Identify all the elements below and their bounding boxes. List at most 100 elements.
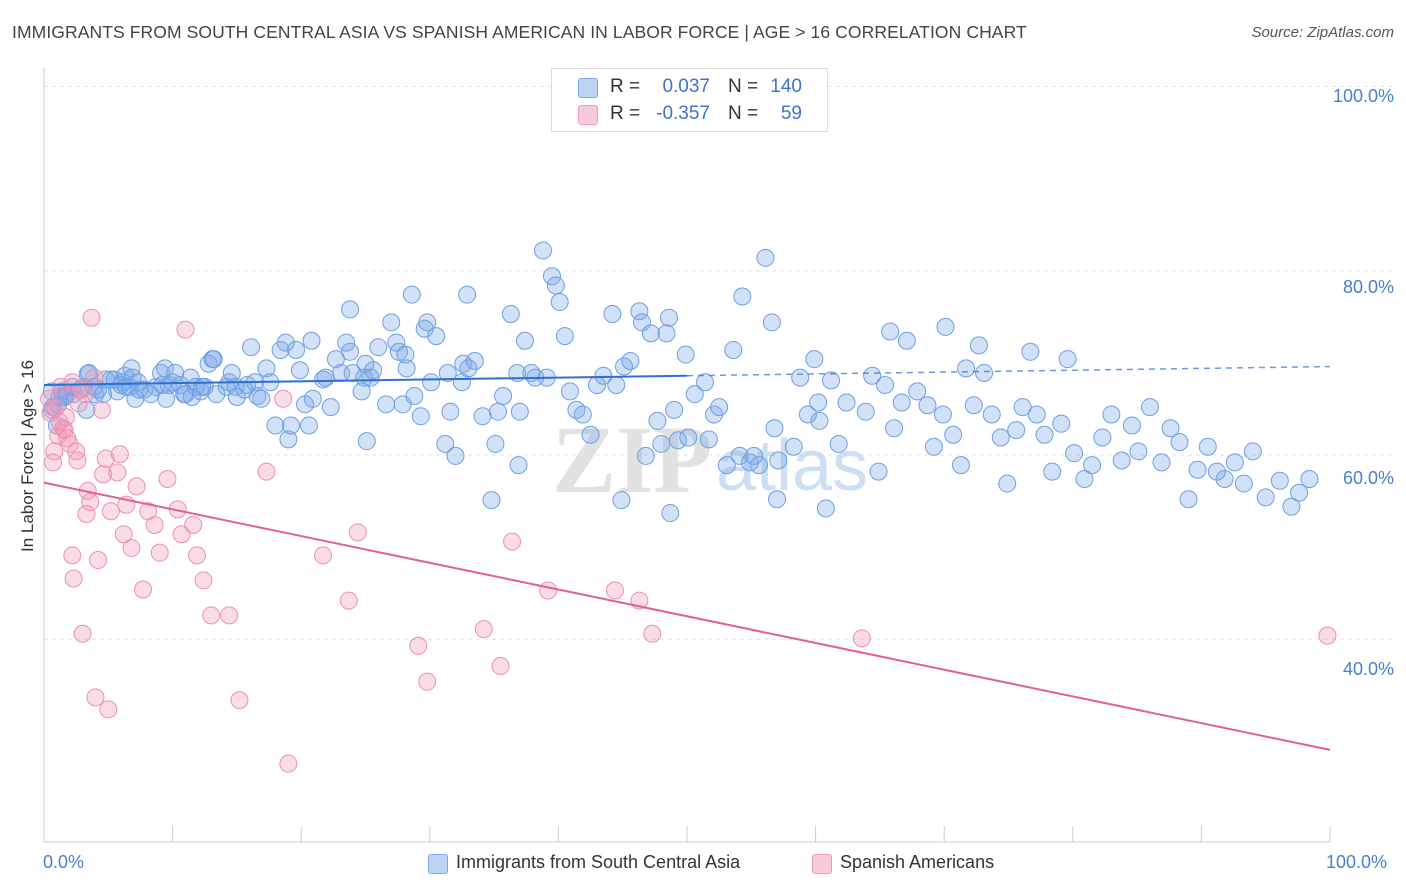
bottom-legend-label: Spanish Americans (840, 852, 995, 872)
data-point (316, 368, 335, 387)
data-point (357, 432, 376, 451)
data-point (405, 387, 424, 406)
data-point (918, 396, 937, 415)
data-point (279, 430, 298, 449)
data-point (897, 331, 916, 350)
data-point (665, 400, 684, 419)
data-point (422, 373, 441, 392)
data-point (465, 352, 484, 371)
data-point (230, 691, 249, 710)
data-point (287, 340, 306, 359)
data-point (750, 456, 769, 475)
data-point (290, 361, 309, 380)
y-tick-label: 100.0% (1332, 86, 1394, 106)
data-point (744, 446, 763, 465)
chart-source: Source: ZipAtlas.com (1251, 24, 1394, 41)
data-point (82, 308, 101, 327)
data-point (458, 285, 477, 304)
data-point (822, 371, 841, 390)
data-point (1007, 421, 1026, 440)
data-point (936, 317, 955, 336)
data-point (207, 385, 226, 404)
data-point (257, 359, 276, 378)
data-point (314, 370, 333, 389)
data-point (202, 606, 221, 625)
data-point (1043, 462, 1062, 481)
data-point (550, 293, 569, 312)
bottom-legend: Immigrants from South Central Asia Spani… (0, 852, 1406, 878)
data-point (409, 636, 428, 655)
data-point (679, 428, 698, 447)
data-point (86, 688, 105, 707)
data-point (94, 385, 113, 404)
data-point (397, 359, 416, 378)
data-point (730, 446, 749, 465)
data-point (1243, 442, 1262, 461)
data-point (474, 620, 493, 639)
data-point (539, 581, 558, 600)
data-point (762, 313, 781, 332)
data-point (1300, 469, 1319, 488)
data-point (869, 462, 888, 481)
data-point (108, 463, 127, 482)
data-point (274, 389, 293, 408)
legend-n-label: N = (728, 76, 759, 97)
data-point (1021, 342, 1040, 361)
data-point (659, 308, 678, 327)
data-point (621, 352, 640, 371)
data-point (1129, 442, 1148, 461)
data-point (573, 405, 592, 424)
data-point (266, 416, 285, 435)
data-point (1140, 398, 1159, 417)
data-point (127, 477, 146, 496)
data-point (607, 375, 626, 394)
data-point (769, 451, 788, 470)
data-point (1234, 474, 1253, 493)
data-point (643, 624, 662, 643)
data-point (184, 516, 203, 535)
data-point (427, 327, 446, 346)
data-point (157, 389, 176, 408)
data-point (242, 338, 261, 357)
data-point (176, 320, 195, 339)
data-point (1188, 460, 1207, 479)
data-point (418, 672, 437, 691)
legend-n-value: 59 (780, 103, 802, 124)
data-point (494, 387, 513, 406)
bottom-legend-swatch-pink (812, 854, 832, 874)
data-point (951, 456, 970, 475)
data-point (220, 606, 239, 625)
data-point (63, 373, 82, 392)
y-tick-label: 40.0% (1342, 659, 1394, 679)
data-point (784, 437, 803, 456)
data-point (122, 539, 141, 558)
data-point (114, 525, 133, 544)
data-point (77, 400, 96, 419)
data-point (171, 375, 190, 394)
data-point (77, 504, 96, 523)
data-point (876, 375, 895, 394)
data-point (194, 571, 213, 590)
bottom-legend-label: Immigrants from South Central Asia (456, 852, 741, 872)
data-point (510, 402, 529, 421)
data-point (685, 385, 704, 404)
data-point (94, 465, 113, 484)
data-point (1290, 483, 1309, 502)
data-point (355, 368, 374, 387)
trend-line-immigrants (43, 374, 688, 386)
data-point (661, 504, 680, 523)
bottom-legend-swatch-blue (428, 854, 448, 874)
data-point (829, 434, 848, 453)
y-tick-label: 80.0% (1342, 277, 1394, 297)
data-point (56, 408, 75, 427)
data-point (603, 305, 622, 324)
chart-title: IMMIGRANTS FROM SOUTH CENTRAL ASIA VS SP… (12, 22, 1027, 42)
data-point (402, 285, 421, 304)
data-point (1065, 444, 1084, 463)
data-point (515, 331, 534, 350)
y-tick-label: 60.0% (1342, 468, 1394, 488)
data-point (1215, 469, 1234, 488)
data-point (85, 368, 104, 387)
data-point (1075, 469, 1094, 488)
data-point (944, 425, 963, 444)
